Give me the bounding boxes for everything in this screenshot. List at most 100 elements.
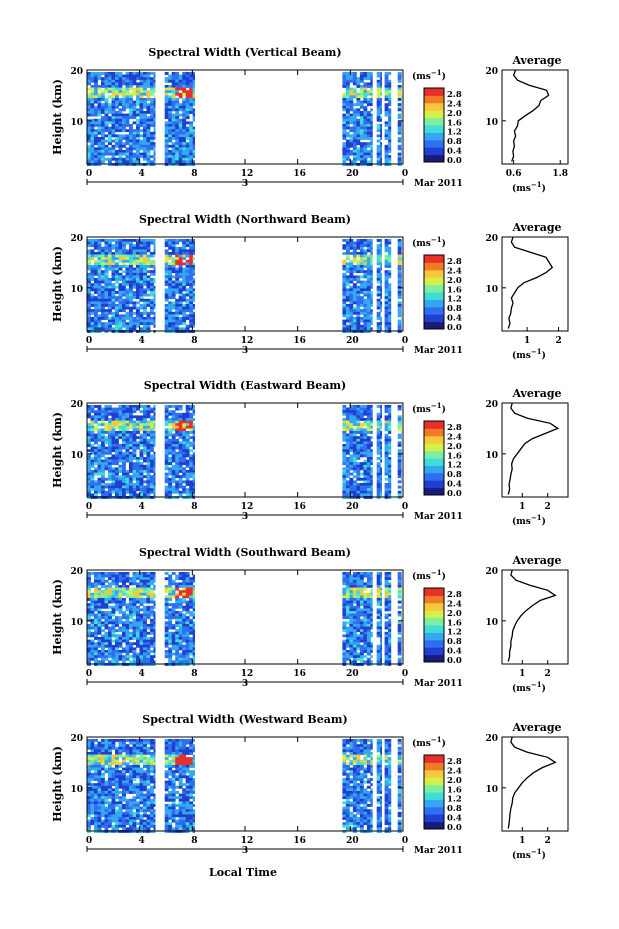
heatmap-cell [97,317,102,320]
heatmap-cell [97,121,102,125]
heatmap-cell [342,293,347,297]
heatmap-cell [168,246,173,250]
heatmap-cell [118,257,123,261]
heatmap-cell [342,306,347,310]
heatmap-cell [125,72,130,75]
heatmap-cell [182,418,187,421]
heatmap-cell [108,637,112,640]
heatmap-cell [115,95,119,99]
heatmap-cell [118,577,123,581]
heatmap-cell [363,420,368,424]
heatmap-cell [108,283,112,287]
heatmap-cell [359,309,364,313]
heatmap-cell [115,152,119,156]
heatmap-cell [101,572,105,575]
heatmap-cell [111,428,116,432]
heatmap-cell [349,126,354,130]
heatmap-cell [132,100,137,104]
heatmap-cell [192,160,195,164]
heatmap-cell [189,262,194,266]
heatmap-cell [115,639,119,643]
heatmap-cell [171,423,176,427]
heatmap-cell [87,490,91,494]
heatmap-cell [150,598,154,601]
heatmap-cell [101,657,105,661]
heatmap-cell [146,631,151,635]
heatmap-cell [363,111,368,114]
heatmap-cell [94,244,98,248]
heatmap-cell [380,79,382,83]
heatmap-cell [108,467,112,471]
heatmap-cell [356,412,361,416]
heatmap-cell [90,483,95,486]
heatmap-cell [129,444,133,447]
heatmap-cell [104,288,109,292]
heatmap-cell [164,85,169,88]
heatmap-cell [168,160,173,164]
heatmap-cell [104,611,109,614]
heatmap-cell [132,160,137,164]
heatmap-cell [164,280,169,284]
heatmap-cell [363,470,368,473]
heatmap-cell [178,82,183,86]
heatmap-cell [111,306,116,310]
heatmap-cell [136,157,140,161]
heatmap-cell [87,462,91,466]
heatmap-cell [366,462,371,466]
heatmap-cell [139,423,144,427]
heatmap-cell [356,407,361,411]
heatmap-cell [111,262,116,266]
heatmap-cell [136,592,140,596]
heatmap-cell [125,647,130,651]
heatmap-cell [150,650,154,653]
heatmap-cell [90,126,95,130]
heatmap-cell [97,131,102,135]
heatmap-cell [352,275,357,279]
heatmap-cell [363,322,368,326]
heatmap-cell [153,244,156,248]
heatmap-cell [139,464,144,468]
heatmap-cell [349,420,354,424]
heatmap-cell [111,152,116,156]
heatmap-cell [104,301,109,305]
heatmap-cell [175,275,180,279]
heatmap-cell [129,147,133,151]
heatmap-cell [139,428,144,432]
heatmap-cell [352,464,357,468]
heatmap-cell [104,116,109,120]
heatmap-cell [132,113,137,117]
heatmap-cell [376,267,381,271]
heatmap-cell [380,293,382,297]
heatmap-cell [125,259,130,263]
heatmap-cell [175,121,180,125]
heatmap-cell [380,454,382,458]
heatmap-cell [139,98,144,101]
heatmap-cell [178,425,183,429]
heatmap-cell [94,631,98,635]
heatmap-cell [146,144,151,148]
heatmap-cell [150,87,154,91]
heatmap-cell [363,131,368,135]
heatmap-cell [90,270,95,274]
heatmap-cell [132,254,137,258]
heatmap-cell [125,304,130,307]
heatmap-cell [359,90,364,94]
heatmap-cell [139,147,144,151]
heatmap-cell [153,624,156,627]
heatmap-cell [363,134,368,138]
heatmap-cell [178,134,183,138]
heatmap-cell [143,304,147,307]
heatmap-cell [370,121,373,125]
heatmap-cell [366,254,371,258]
heatmap-cell [118,655,123,659]
heatmap-cell [90,493,95,497]
heatmap-cell [182,152,187,156]
heatmap-cell [136,475,140,479]
heatmap-cell [349,433,354,437]
heatmap-cell [356,134,361,138]
heatmap-cell [185,483,190,486]
heatmap-cell [175,152,180,156]
heatmap-cell [376,470,381,473]
heatmap-cell [115,462,119,466]
heatmap-cell [345,314,350,318]
